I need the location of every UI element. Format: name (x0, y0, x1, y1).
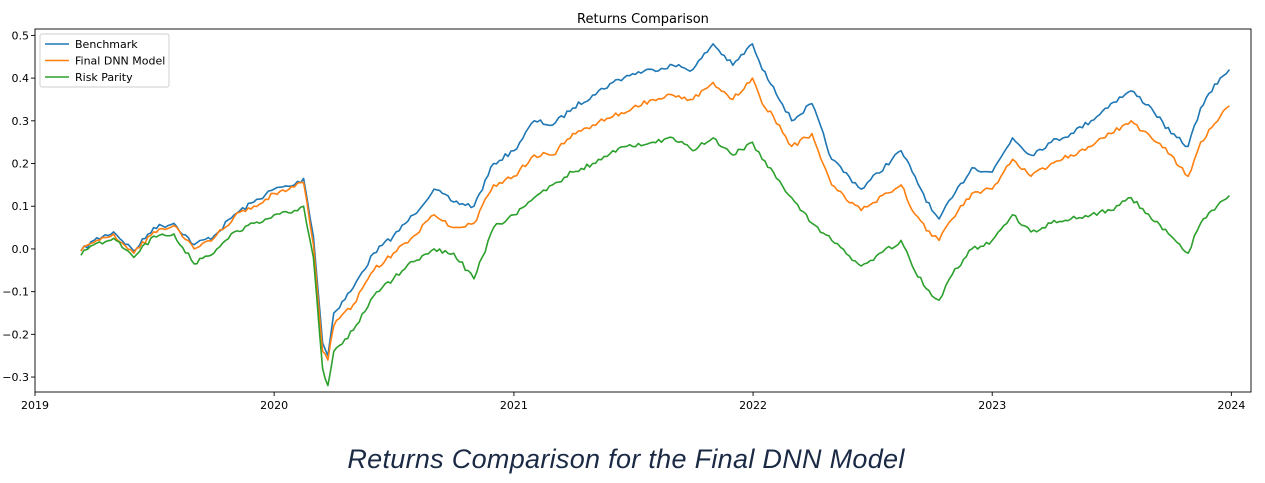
series-lines (80, 43, 1231, 387)
y-tick-label: 0.3 (12, 115, 30, 128)
legend-label: Risk Parity (75, 71, 133, 84)
series-line-final-dnn-model (80, 77, 1230, 361)
series-line-benchmark (80, 43, 1231, 357)
plot-frame (34, 28, 1252, 393)
returns-line-chart: Returns Comparison −0.3 −0.2 −0.1 0.0 0.1 0.2… (0, 0, 1265, 420)
x-axis: 2019 2020 2021 2022 2023 2024 (21, 392, 1245, 412)
x-tick-label: 2021 (500, 399, 528, 412)
y-tick-label: −0.3 (2, 371, 29, 384)
returns-chart-figure: Returns Comparison −0.3 −0.2 −0.1 0.0 0.1 0.2… (0, 0, 1265, 420)
x-tick-label: 2023 (978, 399, 1006, 412)
figure-caption: Returns Comparison for the Final DNN Mod… (347, 444, 905, 474)
y-tick-label: 0.1 (12, 200, 30, 213)
y-tick-label: 0.0 (12, 243, 30, 256)
legend-box (39, 33, 170, 88)
y-tick-label: −0.1 (2, 286, 29, 299)
legend: Benchmark Final DNN Model Risk Parity (39, 33, 170, 88)
x-tick-label: 2019 (21, 399, 49, 412)
legend-label: Benchmark (75, 38, 138, 51)
y-axis: −0.3 −0.2 −0.1 0.0 0.1 0.2 0.3 0.4 0.5 (2, 29, 35, 384)
series-line-risk-parity (80, 136, 1230, 387)
x-tick-label: 2022 (739, 399, 767, 412)
y-tick-label: 0.4 (12, 72, 30, 85)
y-tick-label: 0.2 (12, 158, 30, 171)
x-tick-label: 2024 (1217, 399, 1245, 412)
y-tick-label: −0.2 (2, 328, 29, 341)
figure-background (0, 0, 1265, 420)
y-tick-label: 0.5 (12, 29, 30, 42)
x-tick-label: 2020 (260, 399, 288, 412)
chart-title: Returns Comparison (577, 12, 709, 27)
legend-label: Final DNN Model (75, 55, 165, 68)
